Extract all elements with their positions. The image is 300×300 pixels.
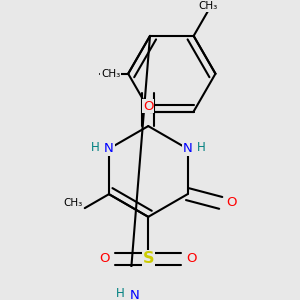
Text: CH₃: CH₃: [101, 69, 120, 79]
Text: S: S: [142, 251, 154, 266]
Text: N: N: [104, 142, 114, 155]
Text: O: O: [143, 100, 154, 112]
Text: H: H: [91, 140, 99, 154]
Text: O: O: [187, 252, 197, 265]
Text: O: O: [226, 196, 236, 209]
Text: N: N: [183, 142, 192, 155]
Text: CH₃: CH₃: [198, 2, 217, 11]
Text: H: H: [197, 140, 206, 154]
Text: N: N: [129, 289, 139, 300]
Text: O: O: [99, 252, 110, 265]
Text: CH₃: CH₃: [63, 198, 82, 208]
Text: H: H: [116, 287, 125, 300]
